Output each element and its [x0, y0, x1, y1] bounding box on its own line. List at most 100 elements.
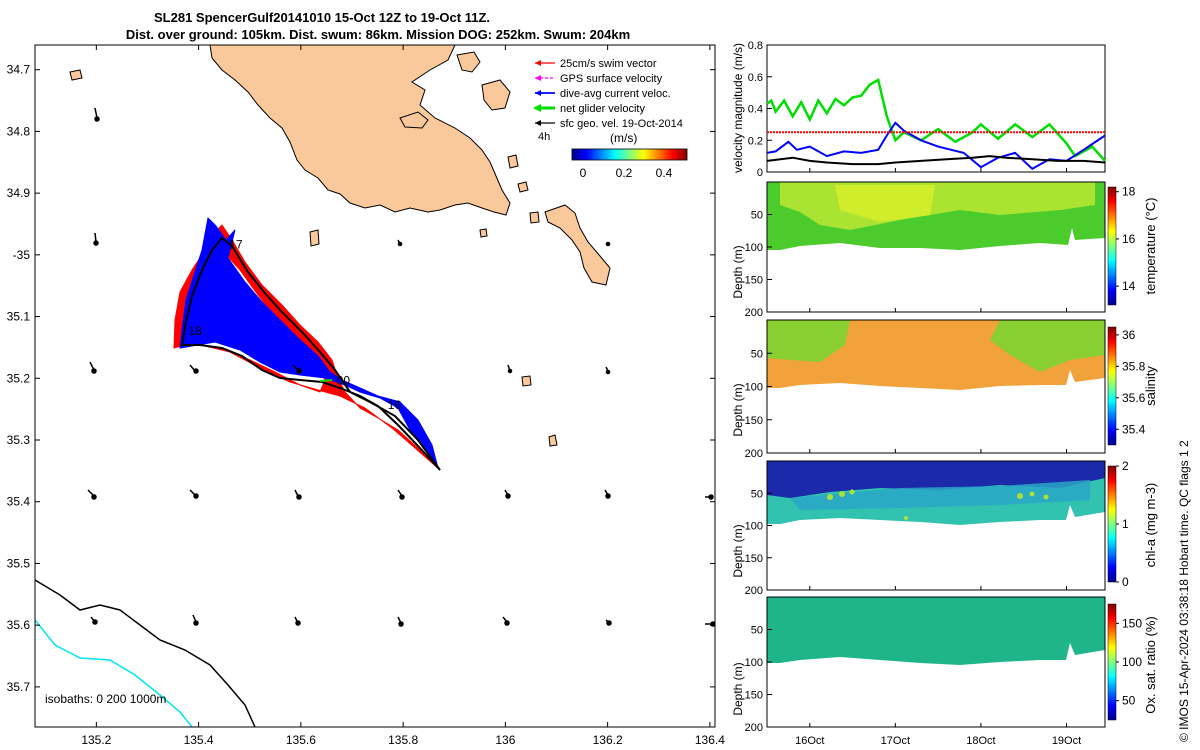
map-day-label: 18: [188, 324, 202, 338]
velocity-y-tick-label: 0.8: [748, 40, 763, 52]
land-island-6: [507, 154, 519, 169]
velocity-series-line-0: [766, 77, 1106, 162]
colorbar-tick-label: 50: [1122, 694, 1136, 708]
map-lon-tick-label: 135.4: [184, 733, 214, 747]
velocity-ylabel: velocity magnitude (m/s): [731, 43, 745, 173]
velocity-series: [766, 77, 1106, 171]
legend-dive-avg-label: dive-avg current veloc.: [560, 88, 671, 100]
map-colorbar-tick-2: 0.4: [656, 166, 673, 180]
map-lat-tick-label: 35.6: [7, 618, 31, 632]
land-island-10: [548, 434, 558, 447]
colorbar-tick-label: 18: [1122, 185, 1136, 199]
colorbar-tick-label: 150: [1122, 616, 1142, 630]
land-island-7: [517, 181, 529, 193]
isobath-200m: [35, 579, 256, 727]
map-day-labels: 17 18 00 16: [188, 238, 401, 412]
map-lat-tick-label: 35.4: [7, 495, 31, 509]
chla-surface-low: [767, 461, 1105, 498]
section-y-tick-label: 150: [745, 690, 763, 702]
temperature-colorbar: [1107, 186, 1117, 306]
legend-gps-surface-label: GPS surface velocity: [560, 73, 663, 85]
velocity-y-tick-label: 0.2: [748, 135, 763, 147]
land-island-12: [479, 228, 488, 238]
colorbar-tick-label: 100: [1122, 655, 1142, 669]
map-lat-tick-label: 35.5: [7, 556, 31, 570]
land-island-1: [456, 51, 481, 73]
map-colorbar-tick-0: 0: [580, 166, 587, 180]
oxygen-colorbar-label: Ox. sat. ratio (%): [1143, 616, 1158, 714]
date-tick-label: 17Oct: [881, 735, 910, 747]
map-lat-tick-label: 35.7: [7, 680, 31, 694]
map-lon-tick-label: 135.2: [81, 733, 111, 747]
map-colorbar-unit: (m/s): [610, 131, 637, 145]
chla-panel: Depth (m) chl-a (mg m-3): [731, 460, 1158, 591]
chla-colorbar-label: chl-a (mg m-3): [1143, 483, 1158, 568]
isobath-1000m: [35, 619, 193, 727]
map-colorbar-tick-1: 0.2: [616, 166, 633, 180]
colorbar-tick-label: 35.6: [1122, 391, 1146, 405]
credit-footer: © IMOS 15-Apr-2024 03:38:18 Hobart time.…: [1177, 440, 1191, 742]
temperature-panel: Depth (m) temperature (°C): [731, 181, 1158, 313]
colorbar-tick-label: 35.4: [1122, 422, 1146, 436]
map-axes-frame: [34, 44, 716, 728]
legend-4h-label: 4h: [538, 131, 550, 143]
legend-gps-surface: GPS surface velocity: [535, 73, 663, 85]
land-island-9: [521, 375, 532, 387]
section-y-tick-label: 50: [751, 625, 763, 637]
map-lon-tick-label: 135.6: [286, 733, 316, 747]
map-lat-tick-label: -35: [13, 248, 31, 262]
temperature-patch: [835, 185, 935, 222]
salinity-ylabel: Depth (m): [731, 383, 745, 436]
salinity-panel: Depth (m) salinity: [731, 319, 1158, 454]
section-y-tick-label: 200: [745, 585, 763, 597]
land-eyre-peninsula: [209, 45, 511, 216]
colorbar-tick-label: 35.8: [1122, 359, 1146, 373]
legend-swim-vector-label: 25cm/s swim vector: [560, 58, 657, 70]
salinity-colorbar: [1107, 326, 1117, 446]
colorbar-tick-label: 2: [1122, 459, 1129, 473]
section-y-tick-label: 100: [745, 521, 763, 533]
section-y-tick-label: 50: [751, 488, 763, 500]
legend-swim-vector: 25cm/s swim vector: [535, 58, 657, 70]
legend-net-glider: net glider velocity: [533, 103, 645, 115]
legend-net-glider-label: net glider velocity: [560, 103, 645, 115]
velocity-series-line-2: [766, 155, 1106, 166]
map-day-label: 16: [388, 398, 402, 412]
chla-colorbar: [1107, 465, 1117, 583]
legend-dive-avg: dive-avg current veloc.: [535, 88, 671, 100]
temperature-colorbar-label: temperature (°C): [1143, 198, 1158, 295]
colorbar-tick-label: 36: [1122, 328, 1136, 342]
velocity-y-tick-label: 0.4: [748, 104, 763, 116]
map-lat-tick-label: 34.7: [7, 63, 31, 77]
salinity-fresh-layer: [767, 320, 850, 362]
glider-track: [180, 236, 441, 471]
map-lat-tick-label: 34.8: [7, 124, 31, 138]
section-y-tick-label: 200: [745, 722, 763, 734]
velocity-ticks: 0 0.2 0.4 0.6 0.8: [748, 40, 1067, 179]
map-panel: 135.2 135.4 135.6 135.8 136 136.2 136.4 34.7 34.…: [7, 44, 725, 747]
chla-maximum-dots: [827, 489, 1049, 520]
temperature-ylabel: Depth (m): [731, 245, 745, 298]
net-glider-velocity-mark: [319, 379, 333, 382]
map-lat-tick-label: 35.3: [7, 433, 31, 447]
section-y-tick-label: 200: [745, 448, 763, 460]
map-lon-tick-label: 136.4: [695, 733, 725, 747]
map-lon-tick-label: 136: [495, 733, 515, 747]
map-ticks: 135.2 135.4 135.6 135.8 136 136.2 136.4 34.7 34.…: [7, 45, 725, 747]
land-island-2: [481, 79, 511, 111]
salinity-colorbar-label: salinity: [1143, 366, 1158, 406]
map-day-label: 17: [229, 238, 243, 252]
map-lon-tick-label: 135.8: [388, 733, 418, 747]
map-lon-tick-label: 136.2: [593, 733, 623, 747]
oxygen-field: [767, 597, 1105, 665]
land-island-3: [399, 111, 429, 129]
section-panels: Depth (m) temperature (°C) Depth (m) sal…: [731, 181, 1158, 728]
oxygen-panel: Depth (m) Ox. sat. ratio (%): [731, 596, 1158, 728]
section-y-tick-label: 150: [745, 553, 763, 565]
section-y-tick-label: 100: [745, 657, 763, 669]
chla-subsurface: [790, 480, 1090, 510]
map-lat-tick-label: 35.1: [7, 310, 31, 324]
map-lat-tick-label: 34.9: [7, 186, 31, 200]
